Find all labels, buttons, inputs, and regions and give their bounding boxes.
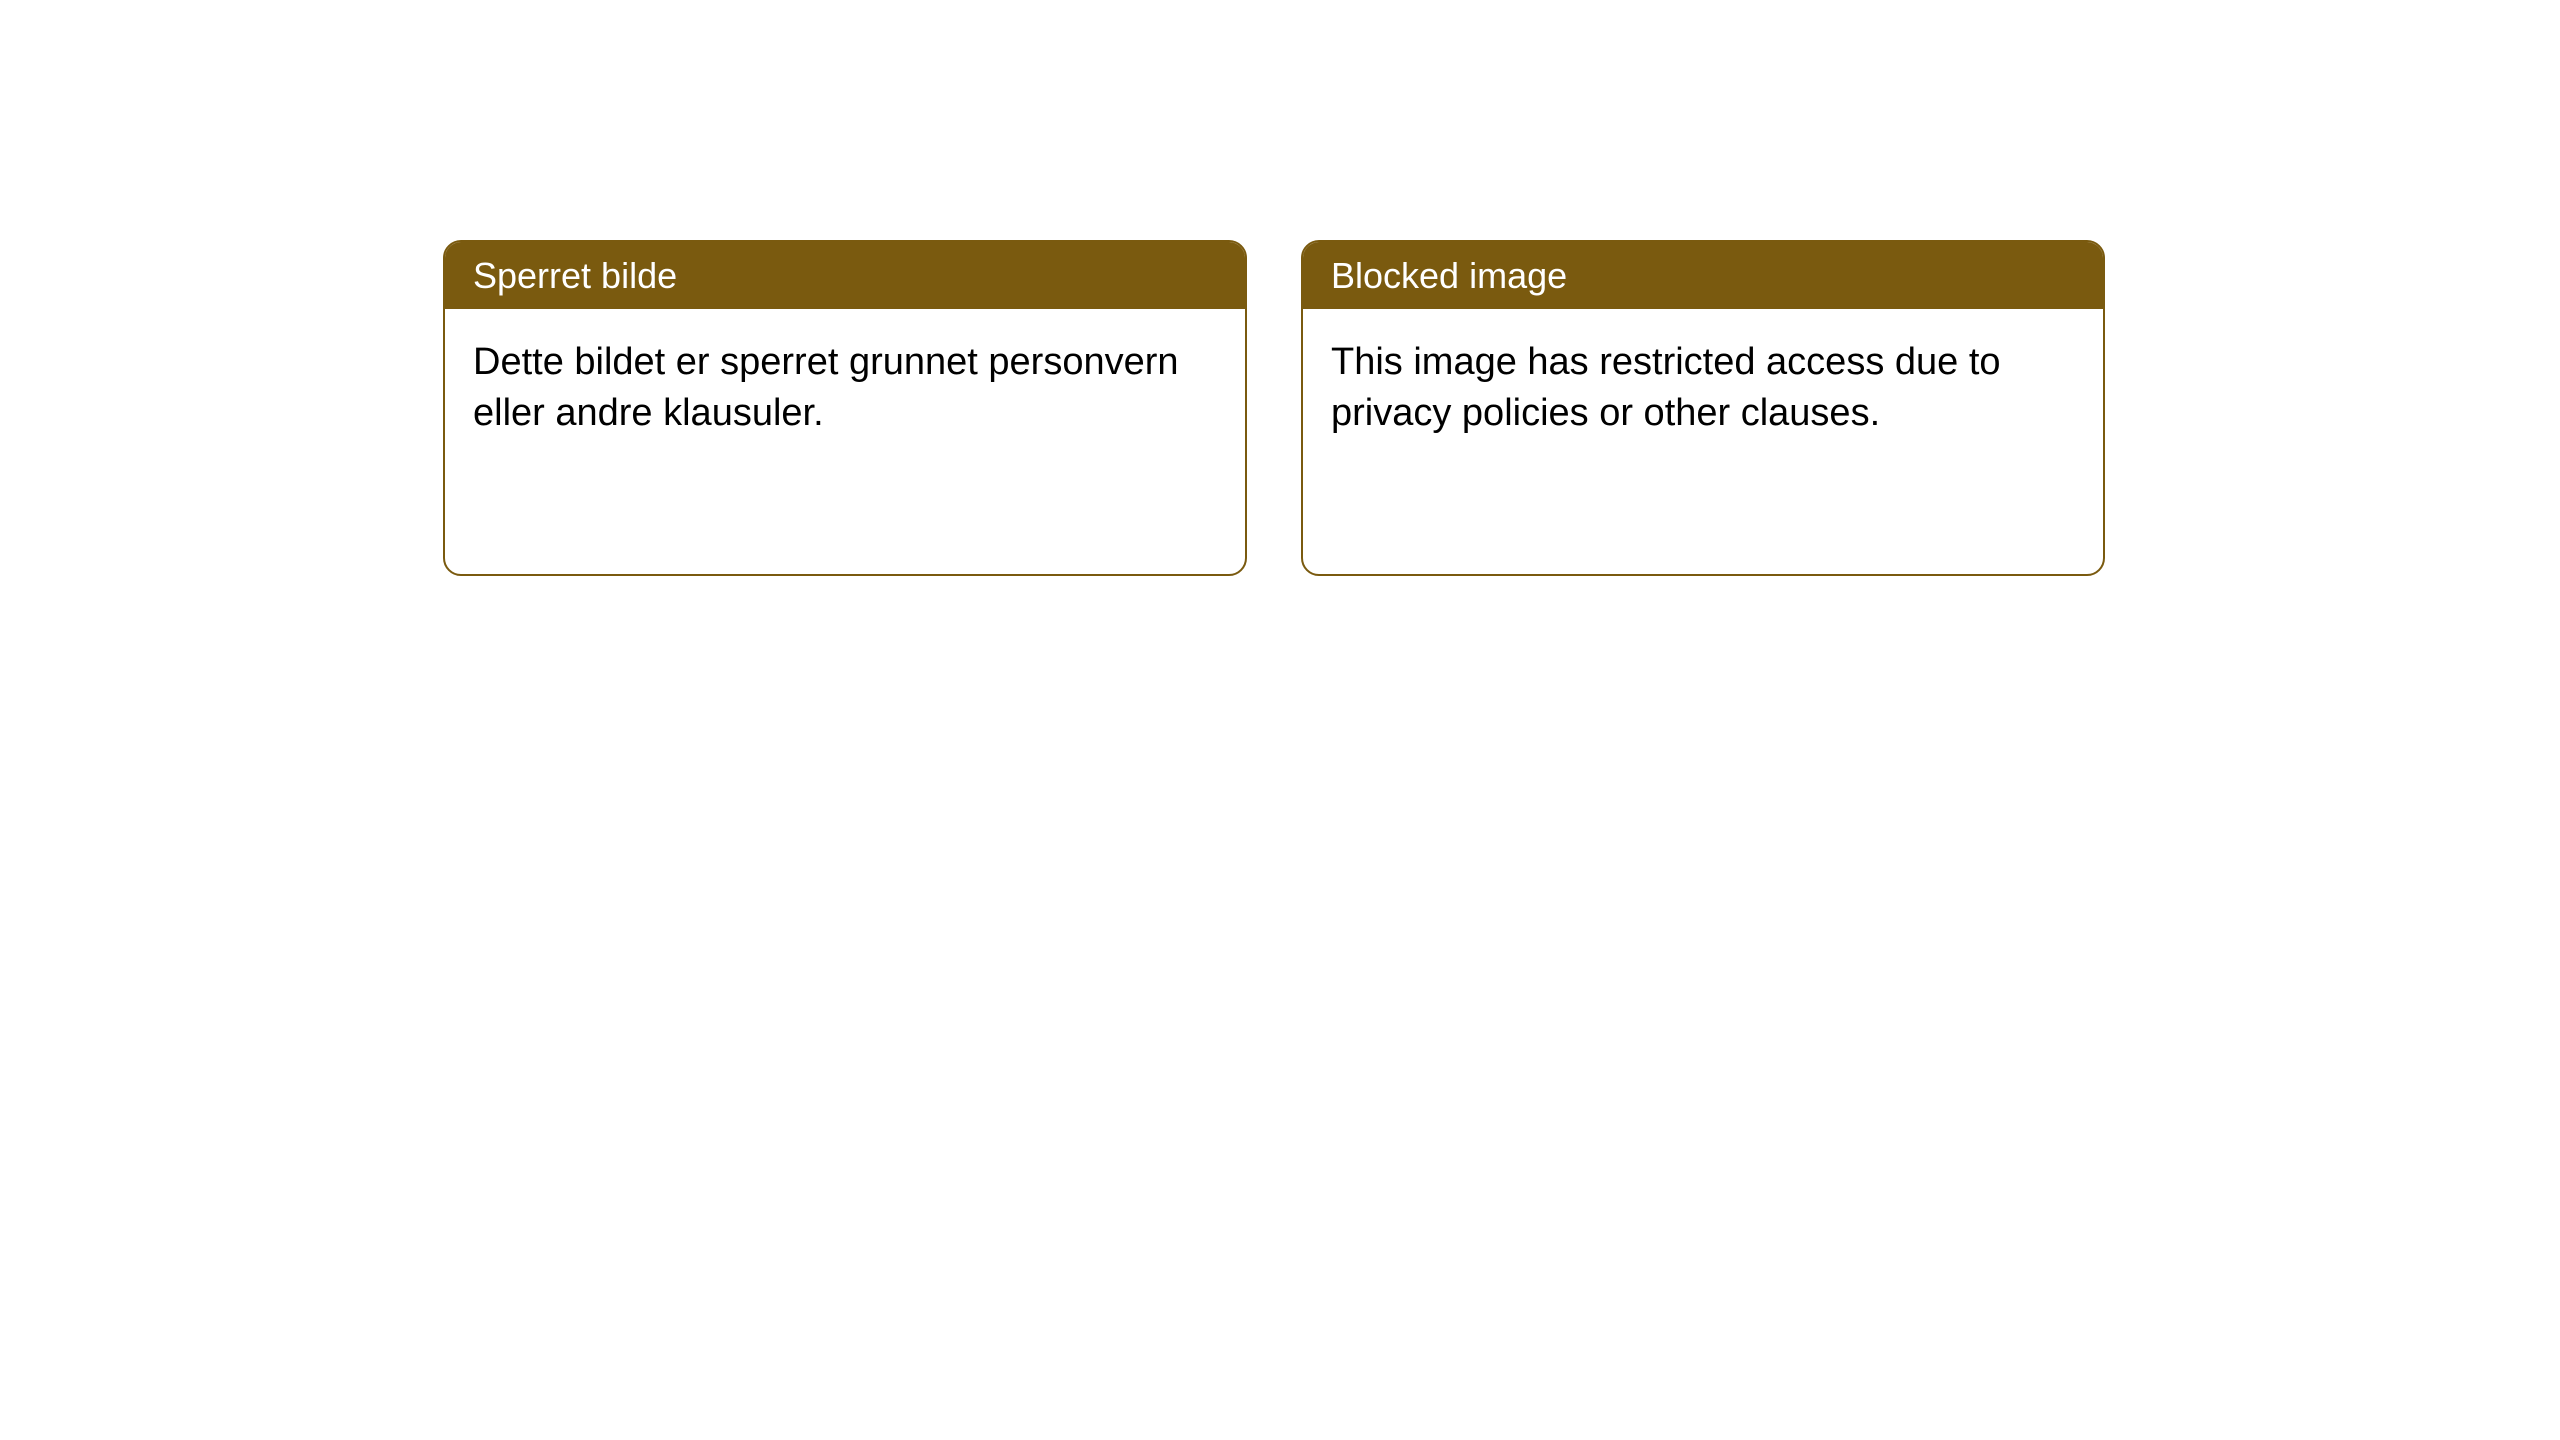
card-title: Blocked image	[1331, 255, 1567, 296]
card-header: Sperret bilde	[445, 242, 1245, 309]
cards-container: Sperret bilde Dette bildet er sperret gr…	[443, 240, 2105, 576]
blocked-image-card-no: Sperret bilde Dette bildet er sperret gr…	[443, 240, 1247, 576]
card-message: Dette bildet er sperret grunnet personve…	[473, 341, 1179, 434]
card-message: This image has restricted access due to …	[1331, 341, 2001, 434]
card-header: Blocked image	[1303, 242, 2103, 309]
card-title: Sperret bilde	[473, 255, 677, 296]
card-body: Dette bildet er sperret grunnet personve…	[445, 309, 1245, 468]
card-body: This image has restricted access due to …	[1303, 309, 2103, 468]
blocked-image-card-en: Blocked image This image has restricted …	[1301, 240, 2105, 576]
